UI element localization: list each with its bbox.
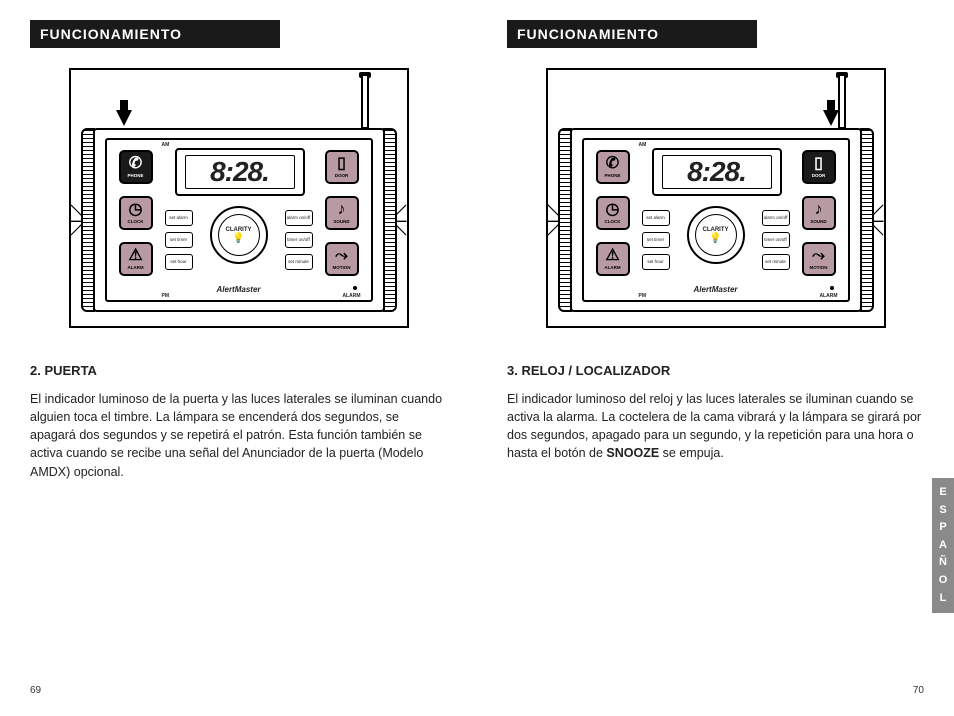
device-body: 8:28. AM PM ALARM ✆ PHONE ▯ DOOR ◷: [93, 128, 385, 312]
indicator-phone: ✆ PHONE: [596, 150, 630, 184]
page-right: FUNCIONAMIENTO ＼—／ ／—＼ 8:28. AM PM ALARM: [477, 0, 954, 716]
lcd-am-label: AM: [639, 142, 647, 148]
indicator-alarm: ⚠ ALARM: [596, 242, 630, 276]
bulb-icon: 💡: [232, 233, 244, 244]
indicator-motion: ⤳ MOTION: [325, 242, 359, 276]
button-set-timer: set timer: [165, 232, 193, 248]
button-set-timer: set timer: [642, 232, 670, 248]
antenna: [838, 74, 846, 129]
subheading-right: 3. RELOJ / LOCALIZADOR: [507, 363, 924, 378]
clock-icon: ◷: [606, 202, 620, 218]
phone-icon: ✆: [606, 156, 619, 172]
panel-dot: [353, 286, 357, 290]
indicator-label: ALARM: [127, 265, 143, 270]
language-tab: ESPAÑOL: [932, 478, 954, 613]
motion-icon: ⤳: [335, 248, 348, 264]
device-illustration: ＼—／ ／—＼ 8:28. AM PM ALARM ✆ PHONE: [69, 68, 409, 328]
arrow-indicator: [116, 110, 132, 126]
panel-dot: [830, 286, 834, 290]
indicator-sound: ♪ SOUND: [325, 196, 359, 230]
device-panel: 8:28. AM PM ALARM ✆ PHONE ▯ DOOR ◷: [105, 138, 373, 302]
lcd-alarm-label: ALARM: [342, 293, 360, 299]
indicator-phone: ✆ PHONE: [119, 150, 153, 184]
center-dial-inner: CLARITY 💡: [218, 214, 260, 256]
center-dial: CLARITY 💡: [210, 206, 268, 264]
indicator-label: CLOCK: [605, 219, 621, 224]
lcd-pm-label: PM: [639, 293, 647, 299]
page-left: FUNCIONAMIENTO ＼—／ ／—＼ 8:28. AM PM ALARM: [0, 0, 477, 716]
lcd-am-label: AM: [162, 142, 170, 148]
button-set-alarm: set alarm: [165, 210, 193, 226]
device-figure-left: ＼—／ ／—＼ 8:28. AM PM ALARM ✆ PHONE: [30, 68, 447, 333]
arrow-indicator: [823, 110, 839, 126]
endcap-right: [860, 128, 874, 312]
body-text-right: El indicador luminoso del reloj y las lu…: [507, 390, 924, 463]
alarm-icon: ⚠: [605, 248, 619, 264]
button-set-hour: set hour: [642, 254, 670, 270]
brand-label: AlertMaster: [216, 285, 260, 294]
paragraph-bold: SNOOZE: [606, 446, 659, 460]
bulb-icon: 💡: [709, 233, 721, 244]
lcd-display: 8:28.: [175, 148, 305, 196]
indicator-label: MOTION: [333, 265, 351, 270]
indicator-alarm: ⚠ ALARM: [119, 242, 153, 276]
button-set-minute: set minute: [762, 254, 790, 270]
clock-icon: ◷: [129, 202, 143, 218]
brand-label: AlertMaster: [693, 285, 737, 294]
button-alarm-onoff: alarm on/off: [285, 210, 313, 226]
motion-icon: ⤳: [812, 248, 825, 264]
indicator-label: ALARM: [604, 265, 620, 270]
paragraph-part: se empuja.: [659, 446, 724, 460]
device-body: 8:28. AM PM ALARM ✆ PHONE ▯ DOOR ◷: [570, 128, 862, 312]
indicator-sound: ♪ SOUND: [802, 196, 836, 230]
indicator-label: SOUND: [810, 219, 826, 224]
subheading-left: 2. PUERTA: [30, 363, 447, 378]
lcd-display: 8:28.: [652, 148, 782, 196]
page-number-right: 70: [913, 685, 924, 696]
indicator-label: CLOCK: [128, 219, 144, 224]
indicator-label: DOOR: [812, 173, 826, 178]
button-timer-onoff: timer on/off: [762, 232, 790, 248]
section-header-right: FUNCIONAMIENTO: [507, 20, 757, 48]
indicator-label: DOOR: [335, 173, 349, 178]
indicator-clock: ◷ CLOCK: [596, 196, 630, 230]
indicator-label: MOTION: [810, 265, 828, 270]
indicator-door: ▯ DOOR: [802, 150, 836, 184]
lcd-time: 8:28.: [185, 155, 295, 189]
device-panel: 8:28. AM PM ALARM ✆ PHONE ▯ DOOR ◷: [582, 138, 850, 302]
indicator-clock: ◷ CLOCK: [119, 196, 153, 230]
indicator-motion: ⤳ MOTION: [802, 242, 836, 276]
sound-icon: ♪: [815, 202, 823, 218]
alarm-icon: ⚠: [128, 248, 142, 264]
lcd-pm-label: PM: [162, 293, 170, 299]
center-dial: CLARITY 💡: [687, 206, 745, 264]
section-header-left: FUNCIONAMIENTO: [30, 20, 280, 48]
center-dial-inner: CLARITY 💡: [695, 214, 737, 256]
body-text-left: El indicador luminoso de la puerta y las…: [30, 390, 447, 481]
indicator-label: PHONE: [127, 173, 143, 178]
button-set-minute: set minute: [285, 254, 313, 270]
door-icon: ▯: [337, 156, 346, 172]
button-alarm-onoff: alarm on/off: [762, 210, 790, 226]
phone-icon: ✆: [129, 156, 142, 172]
button-set-alarm: set alarm: [642, 210, 670, 226]
indicator-label: SOUND: [333, 219, 349, 224]
lcd-alarm-label: ALARM: [819, 293, 837, 299]
indicator-label: PHONE: [604, 173, 620, 178]
sound-icon: ♪: [338, 202, 346, 218]
lcd-time: 8:28.: [662, 155, 772, 189]
indicator-door: ▯ DOOR: [325, 150, 359, 184]
device-illustration: ＼—／ ／—＼ 8:28. AM PM ALARM ✆ PHONE: [546, 68, 886, 328]
endcap-right: [383, 128, 397, 312]
door-icon: ▯: [814, 156, 823, 172]
button-timer-onoff: timer on/off: [285, 232, 313, 248]
button-set-hour: set hour: [165, 254, 193, 270]
device-figure-right: ＼—／ ／—＼ 8:28. AM PM ALARM ✆ PHONE: [507, 68, 924, 333]
page-number-left: 69: [30, 685, 41, 696]
antenna: [361, 74, 369, 129]
